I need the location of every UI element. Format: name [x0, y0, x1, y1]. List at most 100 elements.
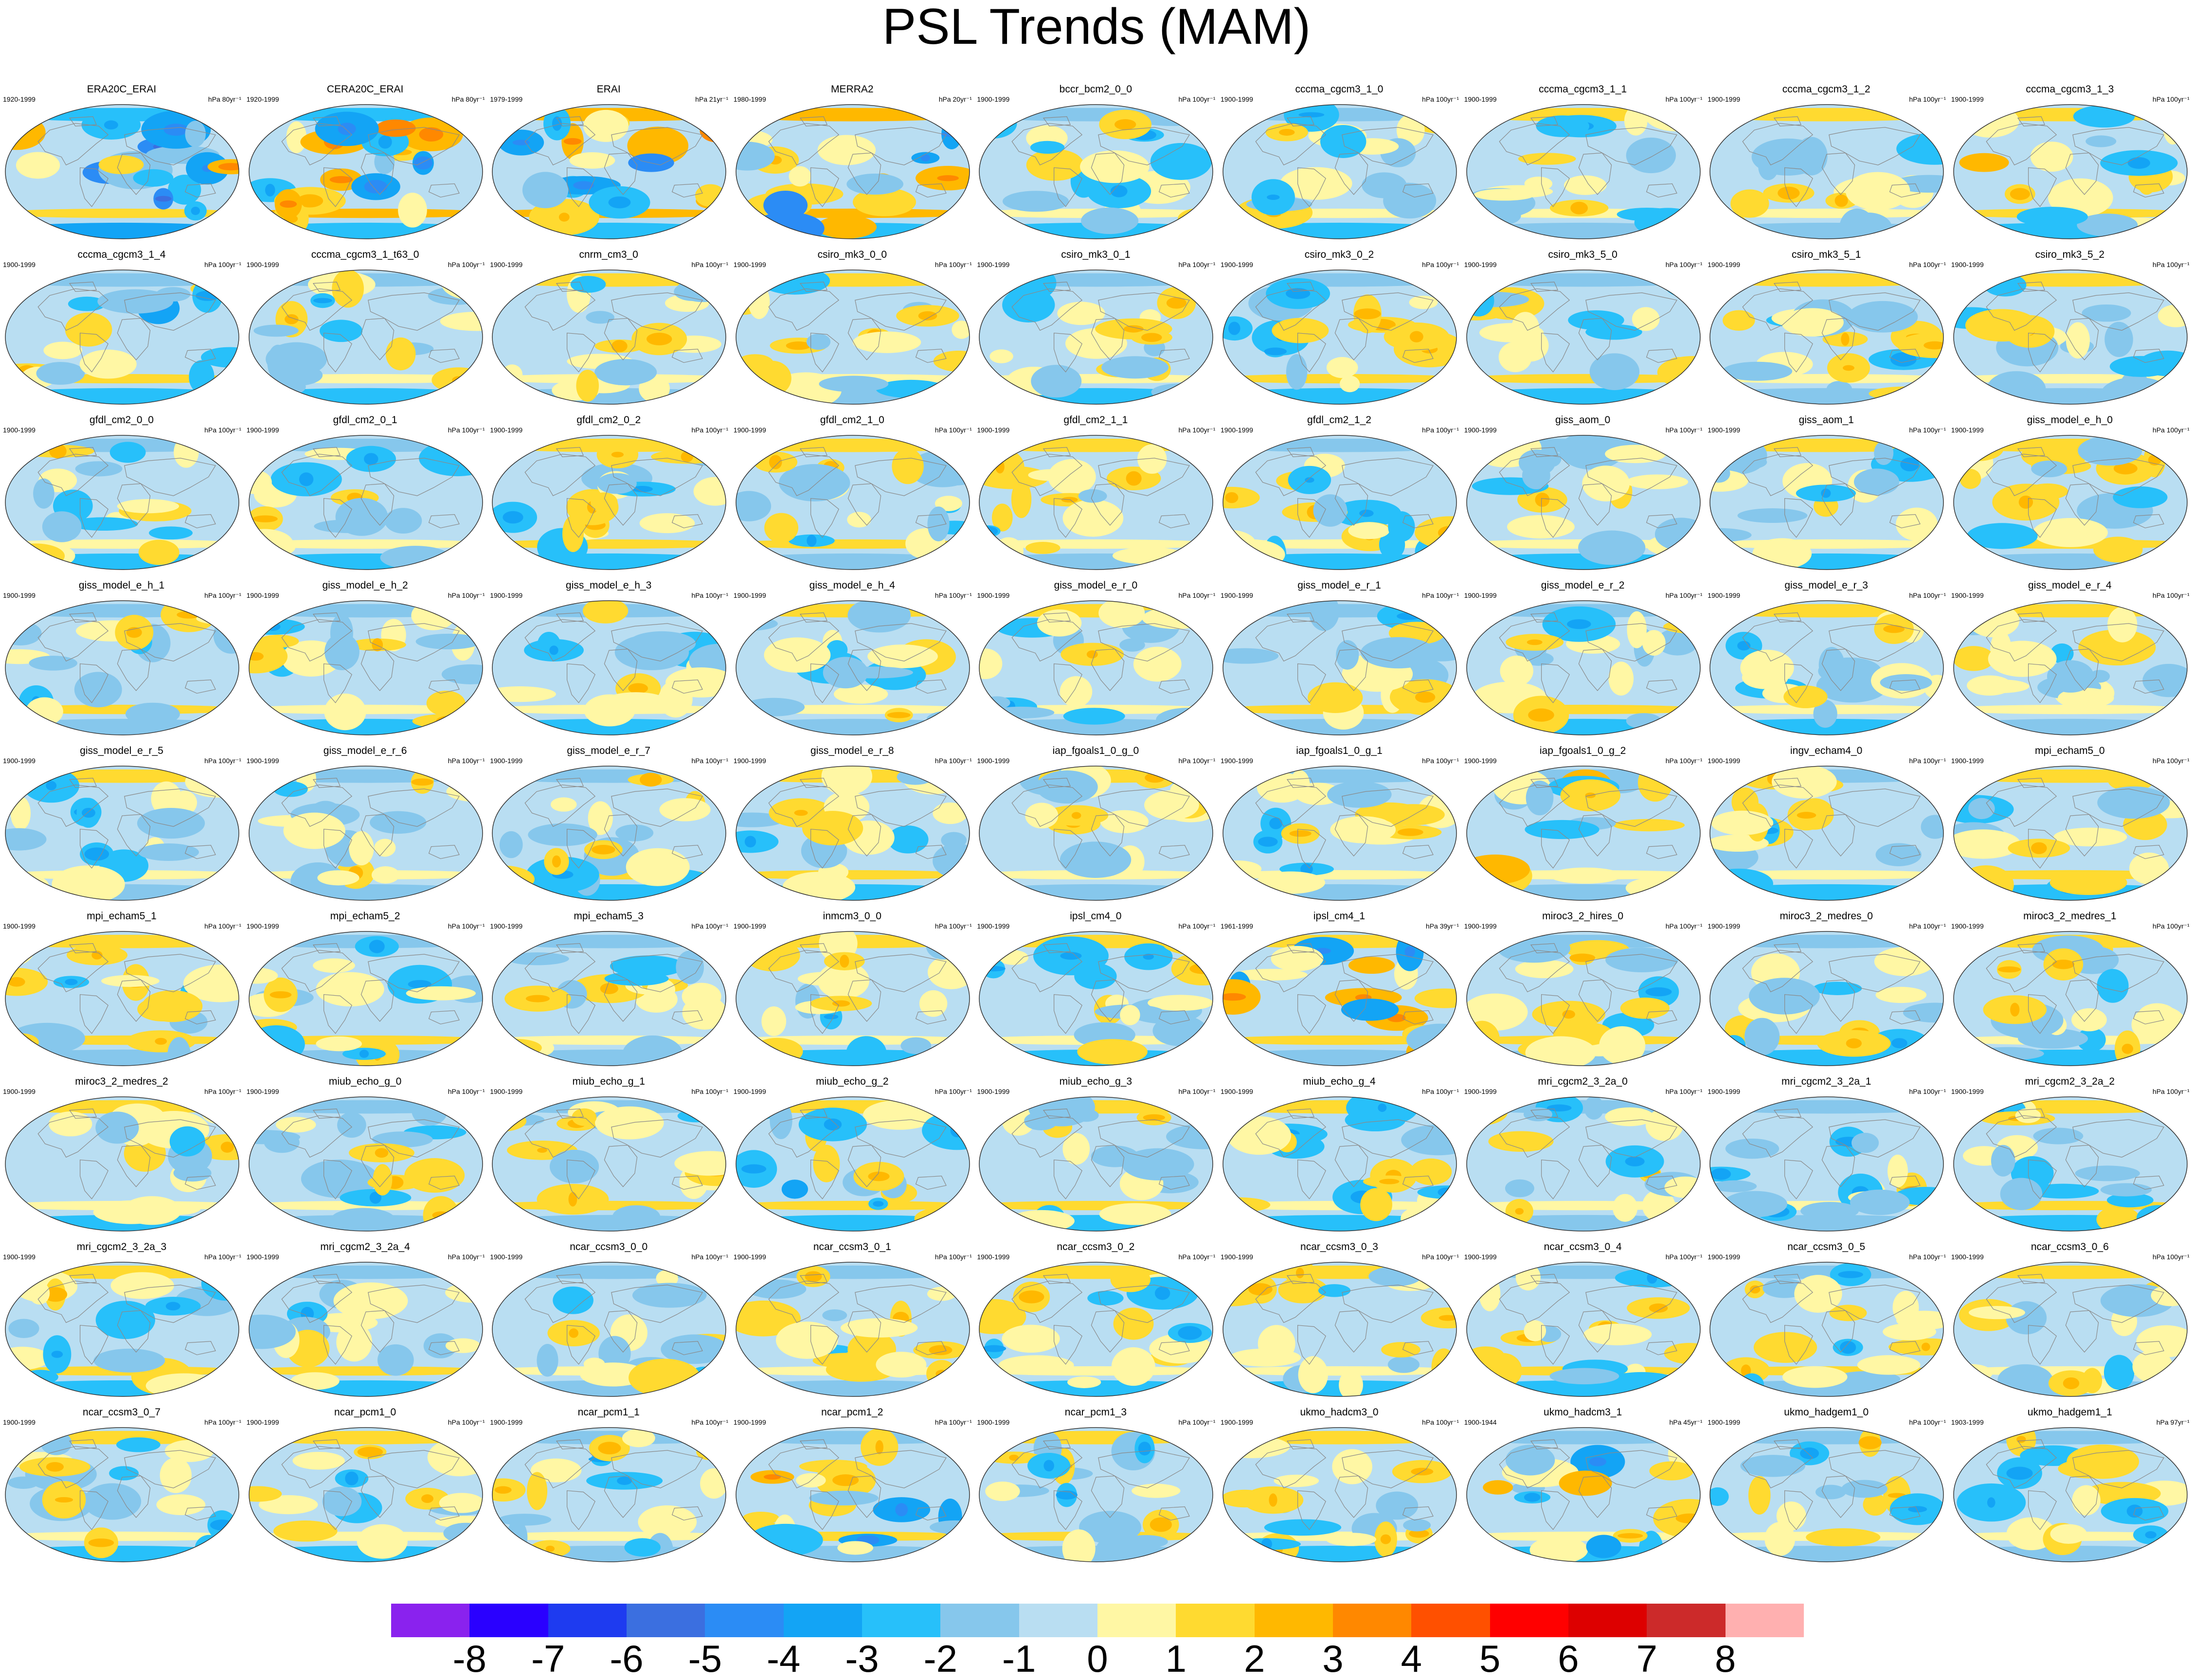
- panel-years: 1900-1999: [733, 922, 766, 930]
- coastline: [672, 845, 703, 859]
- trend-blob: [1388, 511, 1415, 542]
- coastline: [1286, 612, 1315, 623]
- coastline: [2017, 943, 2045, 953]
- coastline: [1530, 282, 1558, 292]
- trend-blob: [2082, 304, 2131, 322]
- trend-blob: [1586, 1535, 1621, 1558]
- coastline: [1585, 127, 1677, 165]
- panel-units: hPa 100yr⁻¹: [1909, 922, 1946, 930]
- map-panel: cccma_cgcm3_1_0 1900-1999 hPa 100yr⁻¹: [1218, 84, 1461, 244]
- trend-blob: [763, 190, 808, 220]
- trend-blob: [371, 866, 399, 884]
- trend-core: [1750, 1285, 1761, 1294]
- map-panel: giss_model_e_r_8 1900-1999 hPa 100yr⁻¹: [731, 745, 974, 906]
- panel-years: 1900-1999: [977, 1253, 1010, 1261]
- trend-core: [1378, 1103, 1387, 1112]
- trend-blob: [748, 1523, 823, 1556]
- trend-blob: [1482, 1480, 1513, 1495]
- coastline: [524, 1446, 596, 1488]
- trend-core: [988, 1209, 999, 1215]
- coastline: [360, 483, 394, 526]
- coastline: [2028, 994, 2057, 1034]
- coastline: [281, 453, 352, 496]
- trend-band: [1223, 438, 1456, 452]
- trend-blob: [1466, 1020, 1500, 1060]
- globe-outline: [248, 931, 483, 1066]
- trend-core: [526, 995, 550, 1002]
- trend-blob: [1060, 676, 1093, 707]
- coastline: [2133, 183, 2164, 198]
- coastline: [1774, 447, 1802, 457]
- map-panel: ukmo_hadgem1_1 1903-1999 hPa 97yr⁻¹: [1948, 1407, 2192, 1567]
- trend-blob: [742, 1512, 779, 1525]
- coastline: [1578, 979, 1612, 1022]
- globe-outline: [5, 269, 239, 405]
- coastline: [1402, 679, 1434, 694]
- map-panel: ncar_pcm1_1 1900-1999 hPa 100yr⁻¹: [487, 1407, 730, 1567]
- globe-outline: [736, 931, 970, 1066]
- globe-map: [979, 104, 1214, 239]
- trend-blob: [1983, 273, 2027, 297]
- map-panel: ncar_pcm1_0 1900-1999 hPa 100yr⁻¹: [244, 1407, 487, 1567]
- trend-blob: [1336, 640, 1359, 670]
- coastline: [1091, 483, 1125, 526]
- panel-title: gfdl_cm2_0_2: [576, 414, 641, 426]
- trend-band: [249, 884, 483, 900]
- globe-map: [492, 269, 726, 405]
- coastline: [1784, 1490, 1814, 1530]
- coastline: [1286, 1439, 1315, 1449]
- trend-blob: [1953, 1364, 1993, 1382]
- trend-blob: [1826, 381, 1852, 397]
- globe-outline: [492, 1262, 726, 1397]
- trend-blob: [1409, 295, 1438, 309]
- coastline: [69, 1108, 97, 1119]
- trend-blob: [1028, 469, 1078, 481]
- coastline: [1255, 1115, 1327, 1158]
- panel-units: hPa 100yr⁻¹: [448, 1418, 485, 1426]
- globe-map: [1953, 931, 2188, 1066]
- panel-title: cccma_cgcm3_1_3: [2026, 84, 2114, 95]
- coastline: [1297, 498, 1326, 538]
- trend-blob: [802, 811, 863, 846]
- trend-core: [1409, 1529, 1429, 1538]
- trend-band: [5, 1380, 239, 1396]
- globe-outline: [248, 104, 483, 239]
- trend-core: [1379, 1179, 1400, 1184]
- map-panel: ncar_ccsm3_0_2 1900-1999 hPa 100yr⁻¹: [974, 1241, 1217, 1402]
- coastline: [1342, 1285, 1434, 1323]
- trend-core: [364, 179, 387, 194]
- coastline: [1286, 116, 1315, 126]
- coastline: [1646, 1176, 1677, 1190]
- trend-core: [519, 1546, 538, 1557]
- trend-blob: [1549, 1368, 1619, 1385]
- panel-units: hPa 100yr⁻¹: [1909, 95, 1946, 103]
- panel-title: ipsl_cm4_0: [1070, 911, 1122, 922]
- trend-blob: [1272, 318, 1329, 343]
- trend-blob: [1710, 436, 1767, 475]
- globe-map: [979, 269, 1214, 405]
- trend-core: [421, 1494, 433, 1503]
- coastline: [915, 845, 947, 859]
- coastline: [611, 788, 703, 827]
- panel-units: hPa 100yr⁻¹: [1178, 426, 1216, 434]
- panel-years: 1900-1999: [1708, 426, 1741, 434]
- coastline: [1342, 623, 1434, 661]
- trend-blob: [595, 1106, 664, 1140]
- map-panel: ukmo_hadcm3_0 1900-1999 hPa 100yr⁻¹: [1218, 1407, 1461, 1567]
- trend-core: [875, 1440, 883, 1454]
- trend-core: [191, 206, 200, 215]
- globe-outline: [1466, 1262, 1701, 1397]
- trend-core: [492, 876, 512, 882]
- trend-blob: [816, 215, 877, 239]
- panel-units: hPa 100yr⁻¹: [1909, 426, 1946, 434]
- trend-band: [492, 273, 726, 287]
- panel-title: ncar_pcm1_0: [334, 1407, 396, 1418]
- trend-core: [979, 526, 998, 536]
- trend-blob: [189, 360, 215, 394]
- coastline: [1541, 498, 1570, 538]
- trend-band: [1223, 1100, 1456, 1114]
- trend-core: [1126, 471, 1142, 486]
- map-panel: ncar_pcm1_3 1900-1999 hPa 100yr⁻¹: [974, 1407, 1217, 1567]
- globe-map: [5, 1427, 239, 1562]
- coastline: [1098, 1450, 1190, 1488]
